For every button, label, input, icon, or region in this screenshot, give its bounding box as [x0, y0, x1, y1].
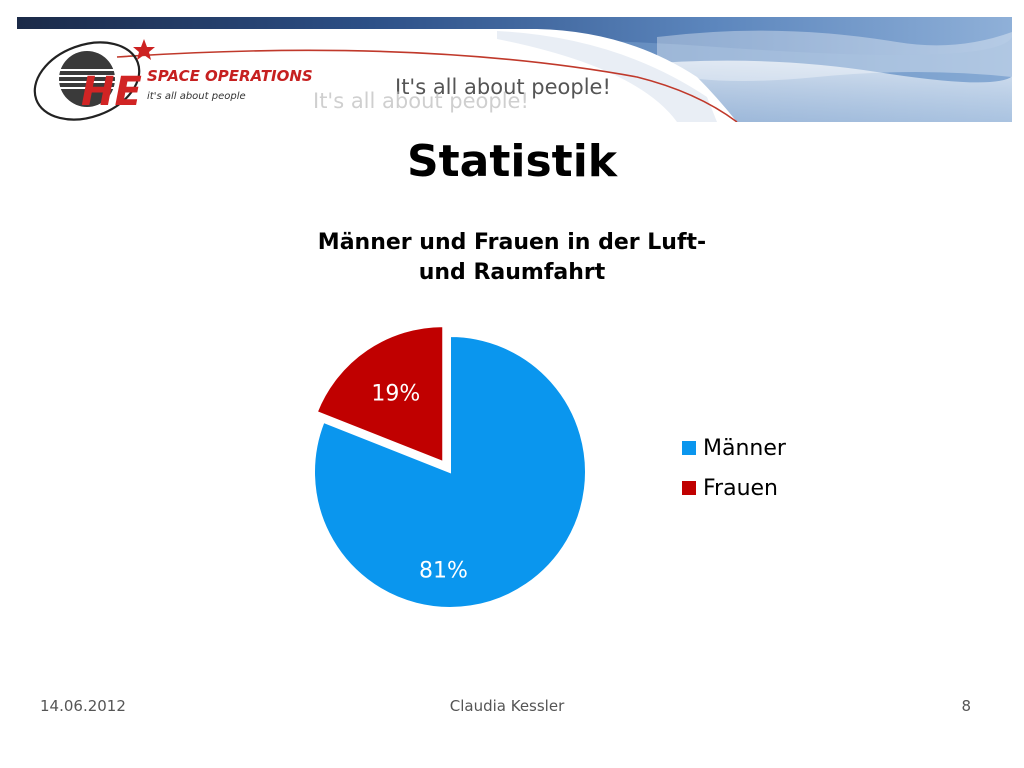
footer-page-number: 8: [961, 697, 971, 715]
slide-title: Statistik: [406, 136, 618, 187]
chart-title: Männer und Frauen in der Luft- und Raumf…: [262, 228, 762, 288]
pie-slice-frauen: [315, 325, 445, 464]
footer-author: Claudia Kessler: [449, 697, 565, 715]
star-icon: [133, 39, 155, 60]
legend-swatch-frauen: [682, 481, 696, 495]
legend-label-frauen: Frauen: [703, 475, 779, 501]
chart-legend: Männer Frauen: [682, 428, 786, 508]
legend-item-frauen: Frauen: [682, 468, 786, 508]
logo-letters: HE: [81, 69, 142, 115]
legend-swatch-maenner: [682, 441, 696, 455]
chart-title-line-2: und Raumfahrt: [418, 260, 606, 285]
company-tagline: it's all about people: [147, 91, 246, 102]
header-banner: HE SPACE OPERATIONS it's all about peopl…: [17, 17, 1012, 122]
company-logo: [33, 39, 155, 121]
banner-slogan-reflection: It's all about people!: [313, 89, 529, 113]
company-name: SPACE OPERATIONS: [147, 67, 313, 85]
footer-date: 14.06.2012: [40, 697, 126, 715]
pie-slice-maenner: [313, 334, 587, 609]
data-label-frauen: 19%: [371, 381, 420, 406]
banner-graphic: HE SPACE OPERATIONS it's all about peopl…: [17, 17, 1012, 122]
legend-item-maenner: Männer: [682, 428, 786, 468]
banner-slogan: It's all about people!: [395, 75, 611, 99]
legend-label-maenner: Männer: [703, 435, 786, 461]
data-label-maenner: 81%: [419, 559, 468, 584]
chart-title-line-1: Männer und Frauen in der Luft-: [317, 230, 707, 255]
